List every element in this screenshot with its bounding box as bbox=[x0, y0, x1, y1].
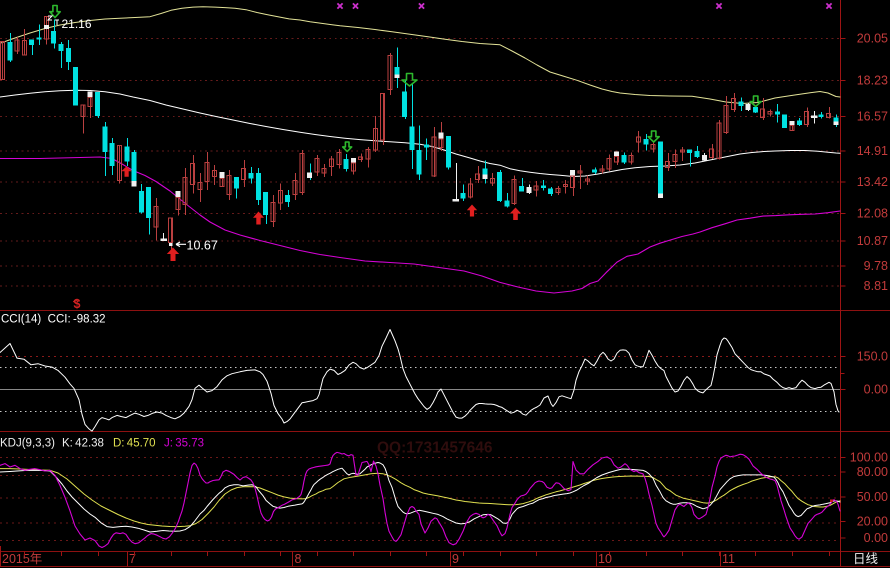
svg-text:20.05: 20.05 bbox=[857, 32, 888, 46]
svg-text:$: $ bbox=[74, 297, 81, 311]
svg-text:100.00: 100.00 bbox=[850, 451, 888, 465]
svg-text:8.81: 8.81 bbox=[864, 279, 888, 293]
svg-text:14.91: 14.91 bbox=[857, 144, 888, 158]
svg-text:20.00: 20.00 bbox=[857, 515, 888, 529]
svg-text:0.00: 0.00 bbox=[864, 383, 888, 397]
svg-text:12.08: 12.08 bbox=[857, 207, 888, 221]
svg-text:J: 35.73: J: 35.73 bbox=[164, 438, 204, 450]
svg-text:11: 11 bbox=[722, 552, 735, 566]
svg-text:8: 8 bbox=[295, 552, 302, 566]
svg-text:150.0: 150.0 bbox=[857, 350, 888, 364]
svg-text:13.42: 13.42 bbox=[857, 175, 888, 189]
svg-text:9: 9 bbox=[452, 552, 459, 566]
svg-text:0.00: 0.00 bbox=[864, 531, 888, 545]
svg-text:D: 45.70: D: 45.70 bbox=[113, 438, 156, 450]
svg-text:CCI(14) CCI: -98.32: CCI(14) CCI: -98.32 bbox=[1, 314, 106, 326]
svg-text:16.57: 16.57 bbox=[857, 110, 888, 124]
svg-text:21.16: 21.16 bbox=[62, 17, 92, 31]
svg-text:KDJ(9,3,3): KDJ(9,3,3) bbox=[0, 438, 55, 450]
svg-text:9.78: 9.78 bbox=[864, 259, 888, 273]
svg-text:10.87: 10.87 bbox=[857, 234, 888, 248]
svg-text:7: 7 bbox=[129, 552, 136, 566]
svg-text:50.00: 50.00 bbox=[857, 490, 888, 504]
svg-text:日线: 日线 bbox=[853, 552, 879, 566]
svg-text:K: 42.38: K: 42.38 bbox=[62, 438, 104, 450]
svg-text:80.00: 80.00 bbox=[857, 465, 888, 479]
svg-text:10: 10 bbox=[598, 552, 612, 566]
svg-text:10.67: 10.67 bbox=[187, 238, 218, 252]
svg-text:18.23: 18.23 bbox=[857, 74, 888, 88]
svg-text:QQ:1731457646: QQ:1731457646 bbox=[377, 440, 493, 457]
svg-text:2015年: 2015年 bbox=[2, 552, 42, 566]
